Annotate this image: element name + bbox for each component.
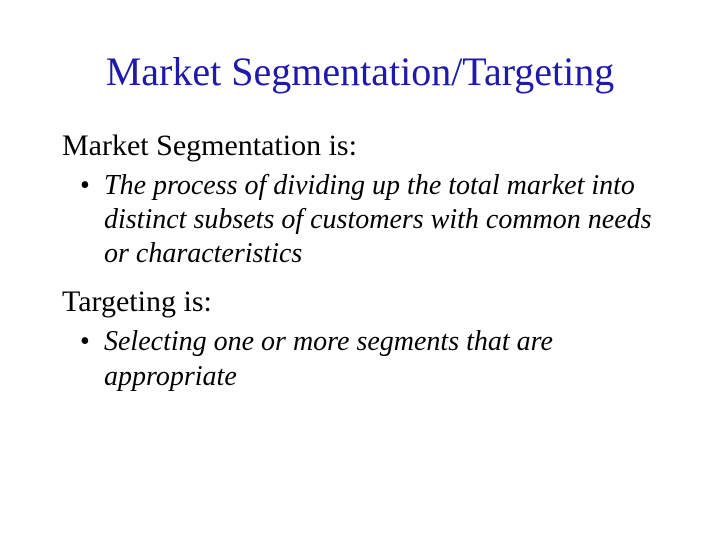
slide: Market Segmentation/Targeting Market Seg… xyxy=(0,0,720,540)
section-2-bullet: Selecting one or more segments that are … xyxy=(80,325,660,393)
section-1-bullet: The process of dividing up the total mar… xyxy=(80,169,660,271)
section-2-heading: Targeting is: xyxy=(62,285,660,319)
section-2-bullets: Selecting one or more segments that are … xyxy=(60,325,660,393)
section-1-heading: Market Segmentation is: xyxy=(62,129,660,163)
section-1-bullets: The process of dividing up the total mar… xyxy=(60,169,660,271)
slide-title: Market Segmentation/Targeting xyxy=(60,48,660,95)
